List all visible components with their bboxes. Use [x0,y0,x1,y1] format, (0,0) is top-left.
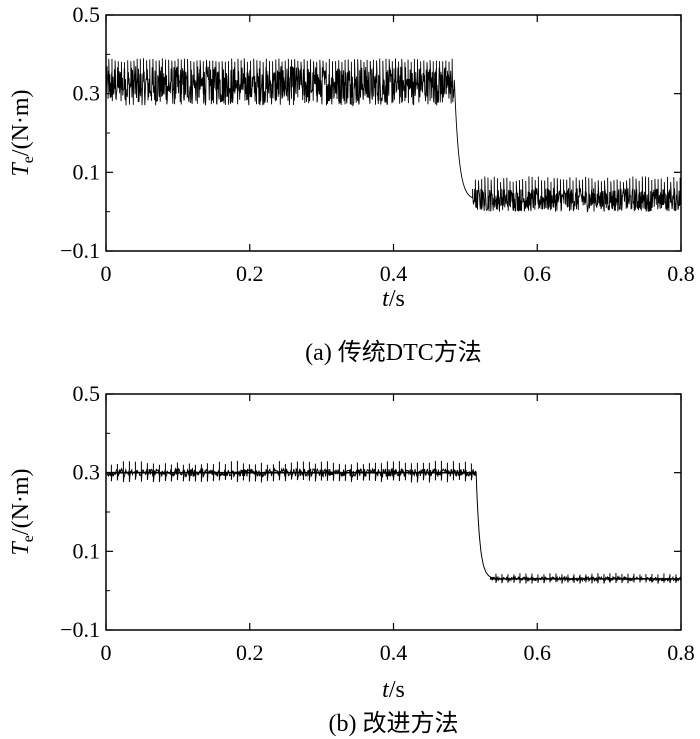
plot-frame-a [105,14,682,252]
ticks-b [105,393,682,631]
plot-frame-b [105,393,682,631]
series-a-trace [105,58,682,213]
caption-a: (a) 传统DTC方法 [305,339,482,366]
y-tick-label: 0.3 [73,81,101,106]
ytick-labels-b: −0.1 0.1 0.3 0.5 [60,381,100,642]
x-tick-label: 0.4 [380,640,408,665]
x-tick-label: 0.8 [667,261,695,286]
x-tick-label: 0 [101,640,112,665]
panel-a: −0.1 0.1 0.3 0.5 0 0.2 0.4 0.6 0.8 t/s Te/(N·m)… [8,2,695,366]
y-tick-label: −0.1 [60,238,100,263]
y-tick-label: 0.3 [73,460,101,485]
xtick-labels-a: 0 0.2 0.4 0.6 0.8 [101,261,695,286]
x-tick-label: 0.6 [524,261,552,286]
x-tick-label: 0.6 [524,640,552,665]
x-tick-label: 0 [101,261,112,286]
x-tick-label: 0.4 [380,261,408,286]
y-axis-label-b: Te/(N·m) [8,468,37,555]
x-tick-label: 0.2 [236,640,264,665]
y-tick-label: 0.5 [73,381,101,406]
x-tick-label: 0.8 [667,640,695,665]
series-b-trace [105,460,682,584]
xtick-labels-b: 0 0.2 0.4 0.6 0.8 [101,640,695,665]
y-tick-label: −0.1 [60,617,100,642]
series-line [105,460,682,584]
y-axis-label-a: Te/(N·m) [8,89,37,176]
y-tick-label: 0.1 [73,159,101,184]
y-tick-label: 0.5 [73,2,101,27]
caption-b: (b) 改进方法 [329,710,459,737]
x-axis-label-a: t/s [382,286,405,312]
x-tick-label: 0.2 [236,261,264,286]
y-tick-label: 0.1 [73,538,101,563]
series-line [105,58,682,213]
ticks-a [105,14,682,252]
x-axis-label-b: t/s [382,677,405,703]
panel-b: −0.1 0.1 0.3 0.5 0 0.2 0.4 0.6 0.8 t/s Te/(N·m)… [8,381,695,737]
ytick-labels-a: −0.1 0.1 0.3 0.5 [60,2,100,263]
